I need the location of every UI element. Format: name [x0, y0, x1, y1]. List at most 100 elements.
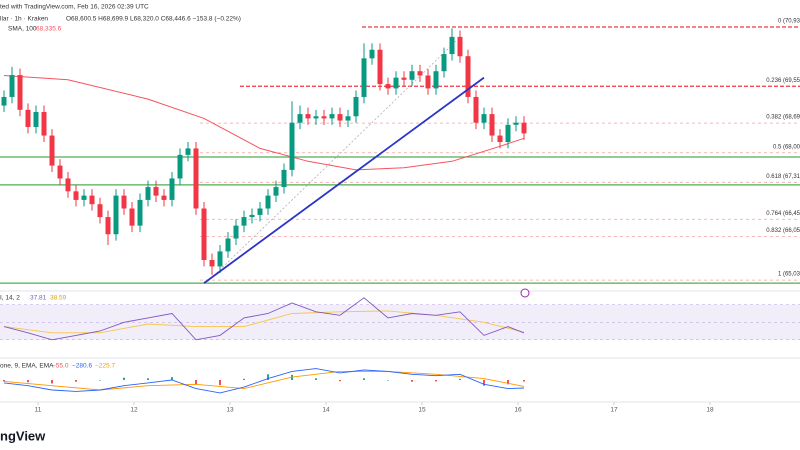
candle-body: [289, 122, 295, 170]
candle-body: [201, 208, 207, 260]
candle-body: [409, 71, 415, 80]
candle-body: [417, 71, 423, 76]
rsi-ma-value: 38.59: [50, 295, 67, 302]
fib-label: 0.764 (66,45: [766, 211, 800, 217]
fib-label: 0.832 (66,05: [766, 228, 800, 234]
candle-body: [241, 217, 247, 226]
rsi-value: 37.81: [30, 295, 47, 302]
price-pane: 11 12 13 14 15 16 17 18 0 (70,93 0.236 (69,55 0.38…: [0, 19, 800, 414]
x-tick-label: 16: [514, 407, 522, 414]
macd-hist-bar: [435, 380, 437, 382]
candle-body: [297, 114, 303, 123]
candle-body: [33, 111, 39, 127]
candle-body: [321, 116, 327, 119]
macd-hist-bar: [147, 378, 149, 380]
candle-body: [369, 49, 375, 59]
candle-body: [521, 122, 527, 134]
macd-hist-bar: [243, 378, 245, 380]
candle-body: [57, 165, 63, 179]
macd-hist-bar: [459, 378, 461, 380]
candle-body: [121, 195, 127, 209]
logo: ngView: [0, 428, 46, 443]
dotted-line: [207, 40, 457, 282]
sma-legend: SMA, 100: [8, 26, 37, 33]
ohlc: O68,600.5 H68,699.9 L68,320.0 C68,446.6 …: [66, 16, 241, 23]
candle-body: [393, 77, 399, 89]
x-tick-label: 15: [418, 407, 426, 414]
x-tick-label: 12: [130, 407, 138, 414]
candle-body: [81, 195, 87, 200]
macd-hist-bar: [75, 380, 77, 382]
macd-hist-bar: [339, 380, 341, 382]
macd-hist-bar: [315, 378, 317, 380]
candle-body: [305, 114, 311, 119]
sma-line: [3, 75, 525, 171]
trendline: [203, 76, 485, 284]
candle-body: [265, 195, 271, 209]
candle-body: [361, 58, 367, 97]
fib-label: 0.236 (69,55: [766, 78, 800, 84]
candle-body: [65, 178, 71, 192]
candle-body: [449, 36, 455, 55]
header-line: ted with TradingView.com, Feb 16, 2026 0…: [0, 4, 149, 11]
candle-body: [49, 135, 55, 166]
candle-body: [281, 169, 287, 188]
candle-body: [497, 135, 503, 142]
macd-line: [3, 368, 525, 394]
macd-hist-value: −55.0: [52, 363, 69, 370]
candle-body: [457, 36, 463, 57]
candle-body: [177, 154, 183, 179]
x-tick-label: 14: [322, 407, 330, 414]
candle-body: [9, 75, 15, 97]
x-tick-label: 18: [706, 407, 714, 414]
candle-body: [41, 111, 47, 136]
candle-body: [209, 259, 215, 267]
macd-hist-bar: [219, 380, 221, 386]
candle-body: [89, 195, 95, 205]
event-icon[interactable]: [520, 288, 530, 298]
candle-body: [505, 124, 511, 142]
macd-hist-bar: [27, 380, 29, 383]
fib-label: 0.618 (67,31: [766, 174, 800, 180]
candle-body: [401, 77, 407, 80]
macd-hist-bar: [123, 377, 125, 380]
rsi-line: [3, 297, 525, 341]
candle-body: [129, 208, 135, 226]
candle-body: [441, 54, 447, 72]
candle-body: [337, 114, 343, 121]
fib-label: 1 (65,03: [778, 272, 800, 278]
fib-label: 0.382 (68,69: [766, 115, 800, 121]
macd-hist-bar: [3, 380, 5, 382]
candle-body: [1, 96, 7, 106]
macd-hist-bar: [51, 380, 53, 384]
symbol: llar · 1h · Kraken: [0, 16, 48, 23]
candle-body: [345, 116, 351, 121]
macd-hist-bar: [99, 380, 101, 381]
candle-body: [137, 199, 143, 226]
macd-signal-value: −225.7: [95, 363, 115, 370]
rsi-legend: I, 14, 2: [0, 295, 20, 302]
x-tick-label: 11: [35, 407, 42, 414]
macd-hist-bar: [387, 380, 389, 381]
sma-value: 68,335.6: [36, 26, 62, 33]
macd-hist-bar: [195, 380, 197, 385]
candle-body: [185, 148, 191, 155]
macd-hist-bar: [483, 380, 485, 386]
candle-body: [353, 96, 359, 117]
candle-body: [217, 251, 223, 267]
candle-body: [73, 191, 79, 200]
fib-label: 0.5 (68,00: [773, 144, 800, 150]
candle-body: [257, 208, 263, 215]
candle-body: [169, 178, 175, 200]
candle-body: [153, 187, 159, 196]
macd-legend: one, 9, EMA, EMA: [0, 363, 54, 370]
candle-body: [161, 195, 167, 200]
candle-body: [489, 114, 495, 136]
candle-body: [225, 238, 231, 252]
candle-body: [377, 49, 383, 85]
macd-hist-bar: [411, 380, 413, 382]
candle-body: [481, 114, 487, 123]
candle-body: [465, 56, 471, 97]
